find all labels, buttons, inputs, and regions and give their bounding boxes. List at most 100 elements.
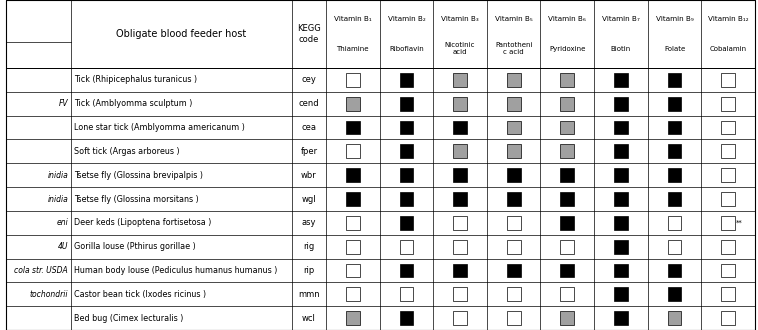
Bar: [722, 97, 735, 111]
Text: rig: rig: [303, 242, 315, 251]
Bar: [399, 311, 413, 325]
Bar: [346, 216, 359, 230]
Bar: [614, 240, 628, 253]
Bar: [722, 311, 735, 325]
Bar: [399, 264, 413, 277]
Bar: [614, 311, 628, 325]
Text: KEGG
code: KEGG code: [297, 24, 321, 44]
Text: fper: fper: [300, 147, 318, 156]
Text: wgl: wgl: [302, 194, 316, 204]
Bar: [346, 97, 359, 111]
Text: cea: cea: [302, 123, 317, 132]
Bar: [614, 216, 628, 230]
Bar: [507, 192, 521, 206]
Text: Pyridoxine: Pyridoxine: [549, 46, 585, 52]
Text: rip: rip: [303, 266, 315, 275]
Text: Vitamin B₁₂: Vitamin B₁₂: [708, 16, 748, 22]
Bar: [399, 240, 413, 253]
Bar: [453, 168, 467, 182]
Bar: [722, 287, 735, 301]
Text: Human body louse (Pediculus humanus humanus ): Human body louse (Pediculus humanus huma…: [74, 266, 277, 275]
Bar: [346, 287, 359, 301]
Text: tochondrii: tochondrii: [30, 290, 68, 299]
Bar: [722, 73, 735, 87]
Bar: [453, 121, 467, 134]
Bar: [399, 121, 413, 134]
Bar: [399, 73, 413, 87]
Text: Pantotheni
c acid: Pantotheni c acid: [495, 43, 532, 55]
Text: FV: FV: [58, 99, 68, 108]
Bar: [668, 240, 681, 253]
Bar: [722, 264, 735, 277]
Bar: [346, 311, 359, 325]
Text: Vitamin B₇: Vitamin B₇: [602, 16, 640, 22]
Bar: [560, 240, 574, 253]
Text: Bed bug (Cimex lecturalis ): Bed bug (Cimex lecturalis ): [74, 314, 183, 323]
Bar: [614, 73, 628, 87]
Bar: [507, 216, 521, 230]
Bar: [346, 73, 359, 87]
Bar: [722, 121, 735, 134]
Bar: [453, 216, 467, 230]
Text: Thiamine: Thiamine: [337, 46, 369, 52]
Bar: [399, 145, 413, 158]
Bar: [614, 192, 628, 206]
Bar: [399, 97, 413, 111]
Bar: [560, 264, 574, 277]
Bar: [722, 192, 735, 206]
Bar: [560, 311, 574, 325]
Text: cend: cend: [299, 99, 319, 108]
Bar: [346, 264, 359, 277]
Bar: [507, 287, 521, 301]
Bar: [722, 145, 735, 158]
Bar: [560, 121, 574, 134]
Bar: [560, 216, 574, 230]
Text: Cobalamin: Cobalamin: [709, 46, 747, 52]
Text: Biotin: Biotin: [611, 46, 631, 52]
Text: Tick (Rhipicephalus turanicus ): Tick (Rhipicephalus turanicus ): [74, 76, 197, 84]
Bar: [722, 168, 735, 182]
Text: inidia: inidia: [47, 171, 68, 180]
Bar: [346, 145, 359, 158]
Bar: [614, 97, 628, 111]
Bar: [346, 121, 359, 134]
Bar: [614, 121, 628, 134]
Bar: [560, 97, 574, 111]
Text: Vitamin B₆: Vitamin B₆: [548, 16, 586, 22]
Bar: [668, 216, 681, 230]
Bar: [614, 168, 628, 182]
Text: asy: asy: [302, 218, 316, 227]
Bar: [453, 145, 467, 158]
Text: mmn: mmn: [298, 290, 320, 299]
Text: Vitamin B₂: Vitamin B₂: [387, 16, 425, 22]
Bar: [614, 145, 628, 158]
Text: Tick (Amblyomma sculptum ): Tick (Amblyomma sculptum ): [74, 99, 193, 108]
Bar: [453, 97, 467, 111]
Text: Deer keds (Lipoptena fortisetosa ): Deer keds (Lipoptena fortisetosa ): [74, 218, 211, 227]
Text: cey: cey: [302, 76, 316, 84]
Bar: [507, 311, 521, 325]
Text: Vitamin B₉: Vitamin B₉: [656, 16, 694, 22]
Bar: [453, 311, 467, 325]
Text: Riboflavin: Riboflavin: [389, 46, 424, 52]
Bar: [399, 216, 413, 230]
Bar: [722, 216, 735, 230]
Text: Gorilla louse (Pthirus gorillae ): Gorilla louse (Pthirus gorillae ): [74, 242, 196, 251]
Text: Castor bean tick (Ixodes ricinus ): Castor bean tick (Ixodes ricinus ): [74, 290, 206, 299]
Text: wcl: wcl: [302, 314, 316, 323]
Bar: [722, 240, 735, 253]
Text: Nicotinic
acid: Nicotinic acid: [445, 43, 475, 55]
Bar: [399, 168, 413, 182]
Text: Tsetse fly (Glossina brevipalpis ): Tsetse fly (Glossina brevipalpis ): [74, 171, 203, 180]
Text: Folate: Folate: [664, 46, 685, 52]
Bar: [668, 73, 681, 87]
Bar: [614, 264, 628, 277]
Bar: [668, 145, 681, 158]
Bar: [453, 240, 467, 253]
Bar: [507, 73, 521, 87]
Text: Lone star tick (Amblyomma americanum ): Lone star tick (Amblyomma americanum ): [74, 123, 245, 132]
Bar: [453, 73, 467, 87]
Text: cola str. USDA: cola str. USDA: [14, 266, 68, 275]
Bar: [346, 192, 359, 206]
Bar: [507, 121, 521, 134]
